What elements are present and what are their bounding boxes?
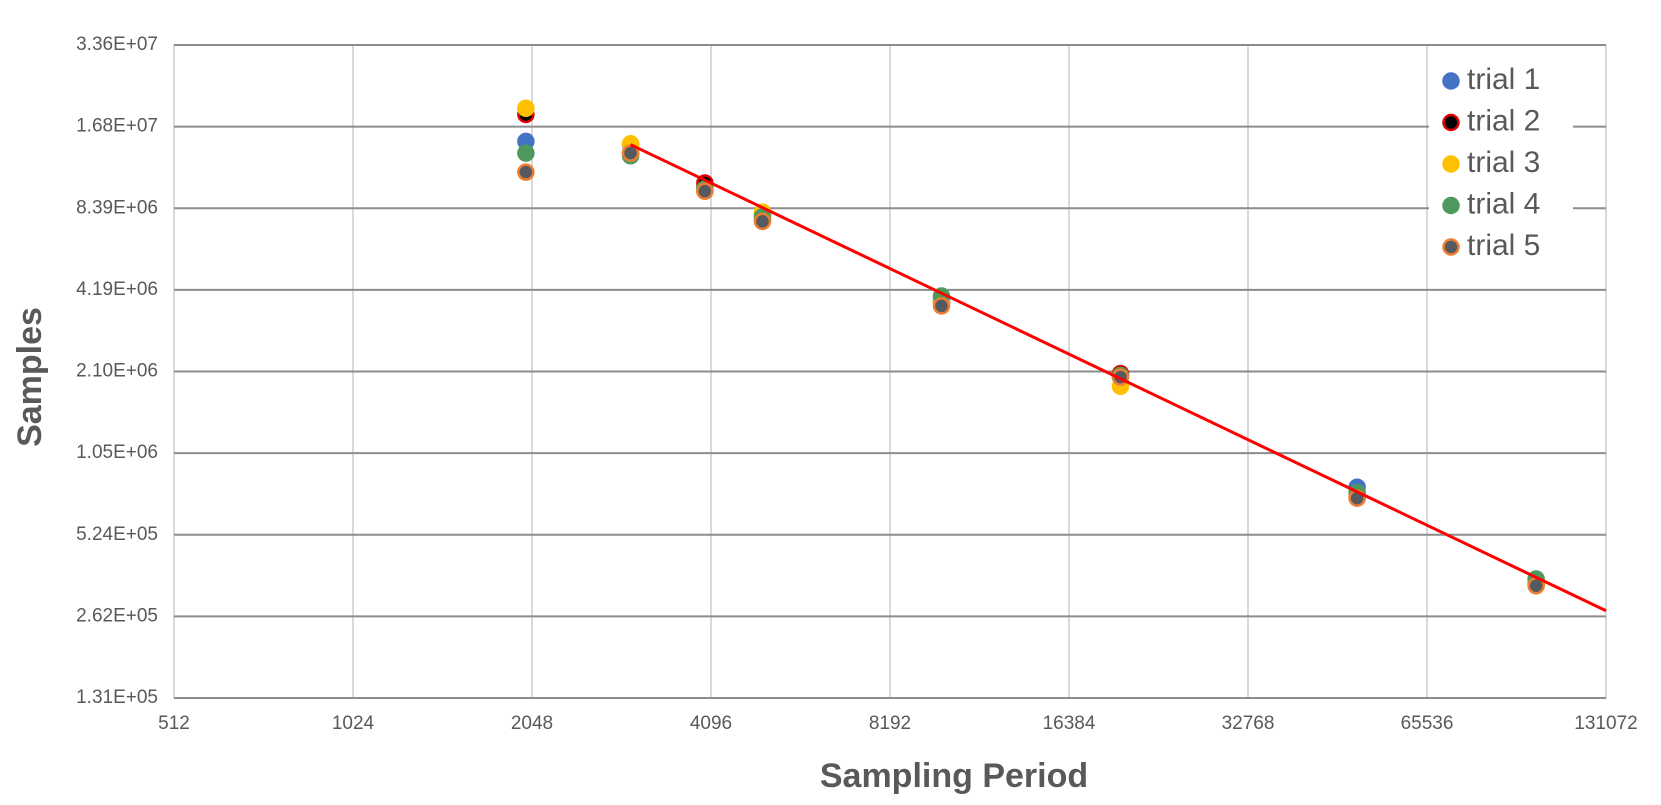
y-tick-label: 4.19E+06 — [76, 279, 158, 300]
x-axis-title: Sampling Period — [820, 757, 1088, 795]
y-tick-label: 8.39E+06 — [76, 197, 158, 218]
data-point — [517, 144, 535, 162]
y-tick-label: 2.10E+06 — [76, 361, 158, 382]
data-point — [517, 163, 535, 181]
data-point — [753, 212, 772, 231]
y-tick-label: 3.36E+07 — [76, 34, 158, 55]
trendline — [629, 143, 1607, 613]
legend-label: trial 5 — [1467, 229, 1540, 262]
y-tick-label: 2.62E+05 — [76, 605, 158, 626]
x-tick-label: 512 — [158, 713, 190, 734]
y-tick-label: 5.24E+05 — [76, 524, 158, 545]
legend-label: trial 1 — [1467, 63, 1540, 96]
x-tick-label: 1024 — [332, 713, 375, 734]
legend-marker — [1442, 113, 1460, 132]
legend-label: trial 3 — [1467, 146, 1540, 179]
legend-marker — [1442, 155, 1460, 173]
legend-marker — [1442, 72, 1460, 90]
x-tick-label: 131072 — [1574, 713, 1637, 734]
y-axis-title: Samples — [11, 307, 49, 447]
x-tick-label: 16384 — [1043, 713, 1096, 734]
x-tick-label: 8192 — [869, 713, 911, 734]
data-point — [696, 182, 714, 200]
y-tick-label: 1.05E+06 — [76, 442, 158, 463]
legend-marker — [1442, 238, 1460, 256]
y-tick-label: 1.68E+07 — [76, 116, 158, 137]
x-tick-label: 2048 — [511, 713, 553, 734]
y-tick-label: 1.31E+05 — [76, 687, 158, 708]
x-tick-label: 4096 — [690, 713, 732, 734]
legend-label: trial 4 — [1467, 187, 1540, 220]
x-tick-label: 32768 — [1222, 713, 1275, 734]
x-tick-label: 65536 — [1401, 713, 1454, 734]
data-point — [932, 297, 951, 315]
legend-marker — [1442, 196, 1460, 215]
data-point — [517, 99, 535, 118]
legend-label: trial 2 — [1467, 104, 1540, 137]
